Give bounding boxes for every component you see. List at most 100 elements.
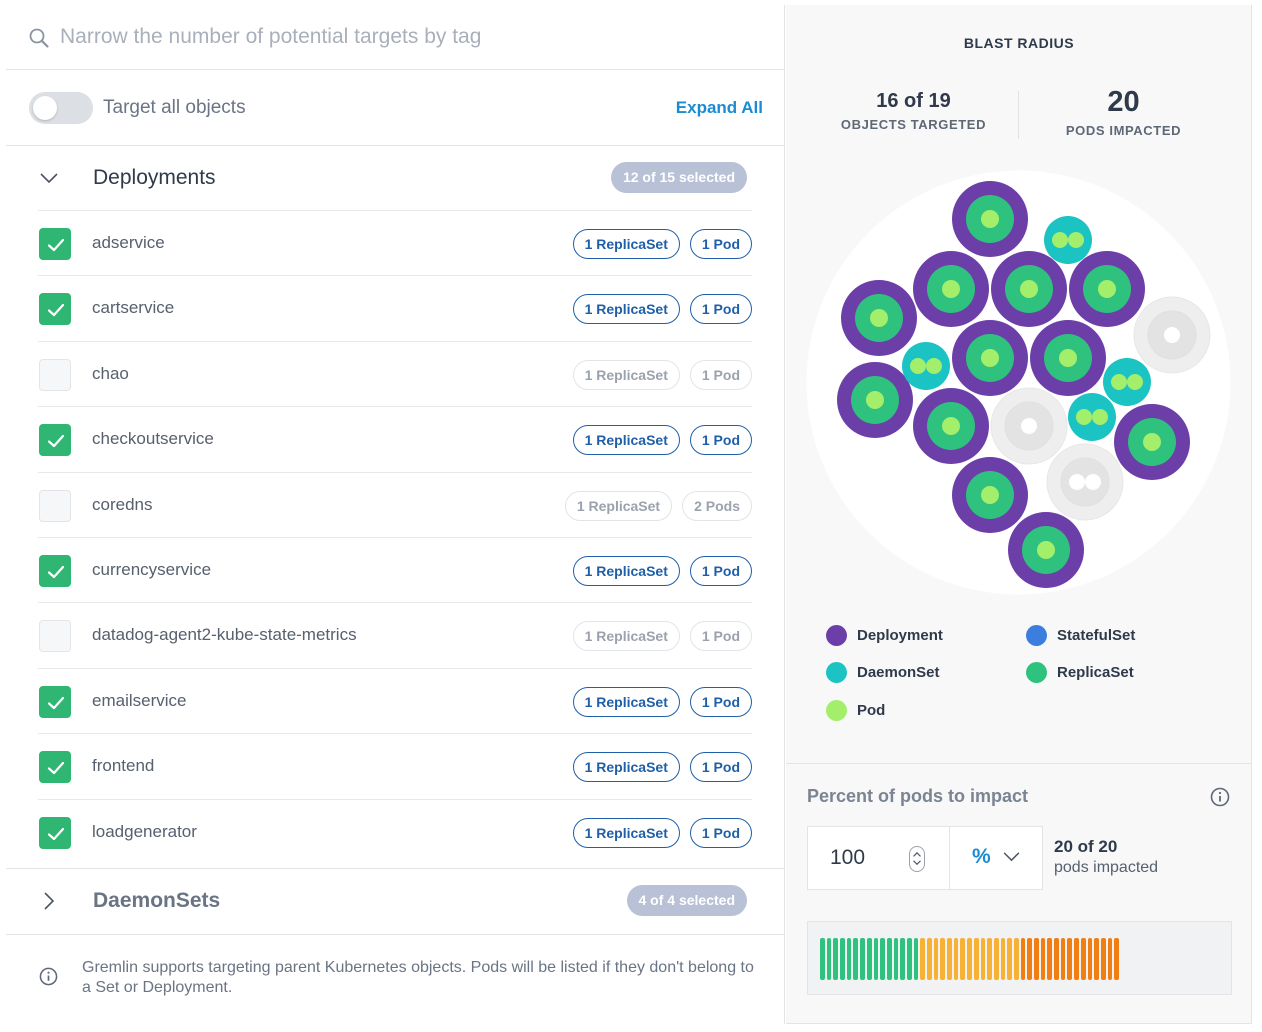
impact-bar [853, 938, 859, 980]
deployment-row[interactable]: emailservice 1 ReplicaSet 1 Pod [38, 667, 752, 733]
deployment-name: frontend [92, 756, 155, 776]
impact-bar [1080, 938, 1086, 980]
deployment-checkbox[interactable] [39, 293, 71, 326]
pod-count-pill: 1 Pod [689, 686, 752, 717]
replicaset-count-pill: 1 ReplicaSet [572, 294, 680, 325]
impact-bar [1034, 938, 1039, 980]
legend-item: ReplicaSet [1026, 662, 1134, 683]
deployment-checkbox[interactable] [39, 228, 71, 260]
info-icon [39, 967, 58, 986]
checkmark-icon [47, 827, 65, 840]
replicaset-count-pill: 1 ReplicaSet [572, 425, 680, 456]
impact-bar [886, 938, 892, 980]
percent-input[interactable] [808, 827, 950, 889]
unit-select[interactable]: % [950, 827, 1042, 889]
checkmark-icon [47, 696, 65, 709]
deployment-row[interactable]: adservice 1 ReplicaSet 1 Pod [38, 210, 752, 275]
bubble [1127, 374, 1143, 390]
pod-count-pill: 1 Pod [689, 621, 752, 652]
bubble [910, 358, 926, 374]
deployment-row[interactable]: loadgenerator 1 ReplicaSet 1 Pod [38, 798, 752, 864]
pod-count-pill: 1 Pod [689, 294, 752, 325]
stepper-arrows-icon [913, 852, 921, 866]
deployment-row[interactable]: chao 1 ReplicaSet 1 Pod [38, 340, 752, 406]
target-all-toggle[interactable] [29, 92, 93, 124]
deployments-group-header[interactable]: Deployments 12 of 15 selected [6, 146, 785, 211]
deployment-name: coredns [92, 494, 153, 514]
checkmark-icon [47, 762, 65, 775]
search-icon [29, 28, 49, 48]
impact-bar [840, 938, 845, 980]
blast-radius-title: BLAST RADIUS [963, 35, 1075, 51]
impact-bar [833, 938, 839, 980]
replicaset-count-pill: 1 ReplicaSet [572, 817, 680, 848]
bubble [1076, 409, 1092, 425]
bubble [942, 417, 960, 435]
legend-item: Pod [826, 700, 885, 721]
impact-bar [947, 938, 952, 980]
deployment-row[interactable]: datadog-agent2-kube-state-metrics 1 Repli… [38, 602, 752, 667]
deployment-row[interactable]: checkoutservice 1 ReplicaSet 1 Pod [38, 406, 752, 471]
deployment-pills: 1 ReplicaSet 2 Pods [564, 490, 752, 521]
impact-bar [1087, 938, 1093, 980]
replicaset-count-pill: 1 ReplicaSet [572, 686, 680, 717]
deployment-checkbox[interactable] [39, 358, 71, 391]
deployment-pills: 1 ReplicaSet 1 Pod [572, 555, 752, 586]
impact-bar [933, 938, 939, 980]
deployment-checkbox[interactable] [39, 816, 71, 849]
pod-count-pill: 1 Pod [689, 752, 752, 783]
deployment-checkbox[interactable] [39, 424, 71, 457]
bubble [926, 358, 942, 374]
impact-bar [913, 938, 919, 980]
pods-impacted-value: 20 [1107, 86, 1140, 118]
impact-bar [846, 938, 852, 980]
deployment-checkbox[interactable] [39, 554, 71, 587]
legend-swatch [826, 662, 847, 683]
impact-bar [906, 938, 912, 980]
percent-stepper[interactable] [909, 846, 925, 872]
bubble [866, 391, 884, 409]
tag-search-input[interactable] [60, 19, 760, 55]
objects-targeted-stat: 16 of 19 OBJECTS TARGETED [826, 90, 1001, 132]
pod-count-pill: 2 Pods [682, 490, 752, 521]
chevron-right-icon [44, 892, 55, 910]
expand-all-link[interactable]: Expand All [675, 98, 763, 117]
deployment-row[interactable]: currencyservice 1 ReplicaSet 1 Pod [38, 536, 752, 602]
checkmark-icon [47, 435, 65, 448]
objects-targeted-value: 16 of 19 [876, 90, 951, 112]
daemonsets-group-header[interactable]: DaemonSets 4 of 4 selected [6, 869, 785, 934]
legend-item: Deployment [826, 625, 943, 646]
replicaset-count-pill: 1 ReplicaSet [572, 752, 680, 783]
pod-count-pill: 1 Pod [689, 229, 752, 259]
deployment-checkbox[interactable] [39, 489, 71, 522]
info-icon[interactable] [1210, 787, 1230, 807]
checkmark-icon [47, 304, 65, 317]
bubble [1164, 327, 1180, 343]
percent-control: % [807, 826, 1043, 890]
deployment-checkbox[interactable] [39, 685, 71, 718]
impact-bar [1047, 938, 1053, 980]
bubble [1059, 349, 1077, 367]
deployment-checkbox[interactable] [39, 620, 71, 653]
deployment-row[interactable]: cartservice 1 ReplicaSet 1 Pod [38, 275, 752, 340]
toggle-knob [33, 96, 57, 120]
bubble [1068, 232, 1084, 248]
deployment-name: currencyservice [92, 559, 212, 579]
pods-impacted-label: PODS IMPACTED [1065, 123, 1182, 138]
deployment-row[interactable]: coredns 1 ReplicaSet 2 Pods [38, 471, 752, 537]
impact-bar [1000, 938, 1006, 980]
impact-bar [820, 938, 825, 980]
impacted-label: pods impacted [1054, 859, 1159, 876]
impacted-count: 20 of 20 [1054, 837, 1118, 856]
impact-section: Percent of pods to impact % 20 of 20 p [786, 763, 1252, 1024]
bubble [1085, 474, 1101, 490]
deployment-checkbox[interactable] [39, 751, 71, 784]
impact-bar [960, 938, 966, 980]
bubble [1021, 418, 1037, 434]
deployment-pills: 1 ReplicaSet 1 Pod [572, 229, 752, 259]
replicaset-count-pill: 1 ReplicaSet [572, 229, 680, 259]
deployment-row[interactable]: frontend 1 ReplicaSet 1 Pod [38, 733, 752, 798]
deployment-list: adservice 1 ReplicaSet 1 Pod cartservice 1 R… [38, 210, 752, 864]
impact-bar [873, 938, 879, 980]
chevron-down-icon [40, 173, 58, 184]
